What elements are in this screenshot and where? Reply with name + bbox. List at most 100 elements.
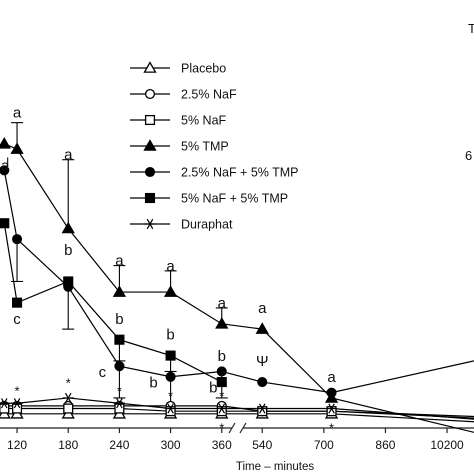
annotation-11: b	[218, 348, 226, 365]
annotation-18: *	[66, 375, 71, 390]
annotation-3: a	[166, 258, 175, 275]
x-tick-label-right-1020: 10200	[430, 438, 464, 452]
legend-label-5-naf-5-tmp: 5% NaF + 5% TMP	[181, 192, 288, 206]
annotation-19: *	[117, 383, 122, 398]
annotation-5: a	[258, 300, 267, 317]
point-duraphat-540	[256, 403, 268, 414]
point-5-naf-5-tmp-240	[114, 334, 125, 345]
annotation-15: c	[99, 364, 107, 381]
series-markers	[0, 137, 339, 419]
point-5-naf-5-tmp-120	[12, 297, 23, 308]
point-5-naf-105	[0, 403, 10, 414]
point-duraphat-240-stroke	[116, 398, 123, 409]
legend-item-placebo: Placebo	[130, 61, 226, 76]
point-5-naf-240	[114, 403, 125, 414]
annotation-10: b	[166, 327, 174, 344]
annotation-8: b	[64, 242, 72, 259]
annotation-0: a	[13, 104, 22, 121]
point-5-tmp-240	[112, 285, 127, 297]
x-tick-label-left-180: 180	[58, 438, 78, 452]
annotation-14: c	[13, 311, 21, 328]
series-lines	[3, 143, 474, 433]
point-2-5-naf-5-tmp-120	[12, 234, 23, 245]
legend-label-5-tmp: 5% TMP	[181, 140, 229, 154]
axis-break-left	[228, 422, 236, 434]
point-2-5-naf-5-tmp-720	[326, 387, 337, 398]
point-2-5-naf-5-tmp-360	[216, 366, 227, 377]
point-2-5-naf-5-tmp-540	[257, 377, 268, 388]
point-duraphat-360	[216, 403, 228, 414]
annotation-23: *	[329, 420, 334, 435]
partial-text-left-mark: I	[6, 155, 9, 169]
annotation-22: *	[219, 420, 224, 435]
point-2-5-naf-5-tmp-240	[114, 361, 125, 372]
legend-label-duraphat: Duraphat	[181, 218, 233, 232]
annotation-4: a	[218, 295, 227, 312]
annotation-16: Ψ	[256, 353, 269, 370]
point-duraphat-180	[62, 392, 74, 404]
point-duraphat-180-stroke	[64, 392, 72, 404]
point-duraphat-300	[165, 403, 177, 414]
point-5-naf-300	[165, 406, 176, 417]
legend-item-2-5-naf-5-tmp: 2.5% NaF + 5% TMP	[130, 166, 299, 180]
point-5-naf-5-tmp-180	[63, 276, 74, 287]
annotation-12: b	[149, 374, 157, 391]
legend: Placebo 2.5% NaF 5% NaF 5% TMP 2.5% NaF + 5%…	[130, 61, 299, 232]
x-tick-label-right-540: 540	[252, 438, 272, 452]
x-tick-label-right-860: 860	[375, 438, 395, 452]
point-5-tmp-180	[61, 221, 75, 234]
axis-break-right	[239, 422, 247, 434]
point-5-naf-5-tmp-105	[0, 218, 10, 229]
legend-marker-2-5-naf-5-tmp	[144, 166, 156, 178]
x-tick-label-left-300: 300	[161, 438, 181, 452]
legend-marker-5-naf-5-tmp	[144, 192, 156, 204]
point-duraphat-105	[0, 398, 10, 409]
annotation-2: a	[115, 253, 124, 270]
x-tick-label-left-360: 360	[212, 438, 232, 452]
legend-marker-duraphat	[144, 218, 156, 230]
annotation-9: b	[115, 311, 123, 328]
point-5-naf-360	[216, 406, 227, 417]
legend-label-5-naf: 5% NaF	[181, 114, 227, 128]
legend-item-2-5-naf: 2.5% NaF	[130, 88, 237, 102]
x-axis-label: Time – minutes	[236, 461, 314, 473]
error-bars	[11, 122, 228, 410]
point-5-naf-180	[63, 403, 74, 414]
legend-label-2-5-naf: 2.5% NaF	[181, 88, 237, 102]
legend-item-duraphat: Duraphat	[130, 218, 233, 232]
point-duraphat-720	[326, 403, 338, 414]
point-5-tmp-540	[255, 322, 269, 334]
legend-marker-placebo	[143, 61, 157, 73]
point-5-naf-720	[326, 406, 337, 417]
point-5-tmp-120	[10, 142, 24, 154]
point-duraphat-120-stroke	[13, 398, 21, 409]
annotation-21: *	[219, 389, 224, 404]
legend-item-5-naf: 5% NaF	[130, 114, 227, 128]
legend-label-2-5-naf-5-tmp: 2.5% NaF + 5% TMP	[181, 166, 299, 180]
annotation-7: a	[1, 157, 10, 174]
point-5-tmp-360	[215, 317, 229, 329]
point-duraphat-120	[11, 398, 23, 409]
legend-item-5-tmp: 5% TMP	[130, 139, 229, 154]
x-tick-label-right-700: 700	[314, 438, 334, 452]
x-tick-label-left-120: 120	[7, 438, 27, 452]
grid-layer: 120 180 240 300 360 540 700 860 10200	[0, 422, 474, 452]
point-duraphat-300-stroke	[167, 403, 174, 414]
point-duraphat-720-stroke	[328, 403, 335, 414]
legend-label-placebo: Placebo	[181, 62, 226, 76]
point-duraphat-360-stroke	[218, 403, 226, 414]
annotation-13: b	[209, 380, 217, 397]
x-tick-label-left-240: 240	[109, 438, 129, 452]
point-5-naf-5-tmp-300	[165, 350, 176, 361]
point-duraphat-105-stroke	[0, 398, 8, 409]
annotation-6: a	[327, 369, 336, 386]
annotation-1: a	[64, 147, 73, 164]
point-5-naf-540	[257, 406, 268, 417]
legend-marker-5-naf	[144, 114, 156, 126]
series-line-5-naf-5-tmp	[3, 223, 223, 383]
point-5-tmp-300	[163, 285, 178, 297]
point-5-tmp-105	[0, 137, 11, 149]
point-duraphat-540-stroke	[258, 403, 266, 414]
annotation-17: *	[15, 383, 20, 398]
